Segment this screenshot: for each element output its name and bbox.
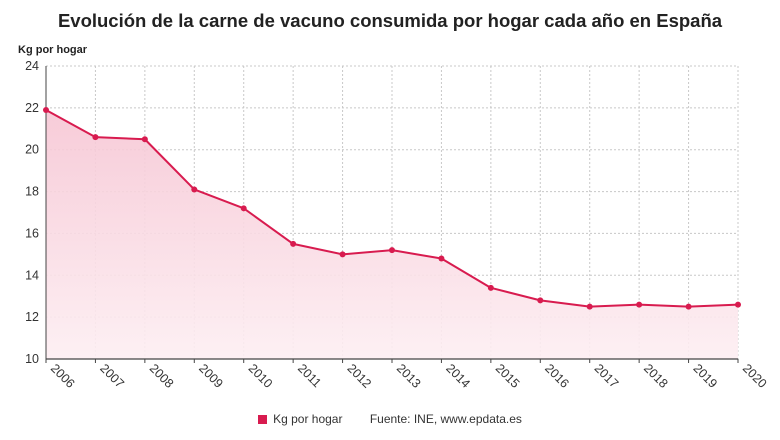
x-tick-label: 2018 (641, 361, 671, 391)
y-tick-labels: 10 12 14 16 18 20 22 24 (25, 59, 39, 366)
x-tick-label: 2014 (443, 361, 473, 391)
x-tick-label: 2020 (740, 361, 770, 391)
data-point (438, 255, 445, 262)
axes (45, 66, 739, 363)
x-tick-label: 2017 (592, 361, 622, 391)
x-tick-label: 2015 (493, 361, 523, 391)
y-tick-label: 20 (25, 143, 39, 157)
legend: Kg por hogar (258, 412, 342, 426)
x-tick-label: 2012 (344, 361, 374, 391)
data-point (290, 240, 297, 247)
y-tick-label: 12 (25, 310, 39, 324)
data-point (487, 284, 494, 291)
legend-swatch (258, 415, 268, 425)
data-point (191, 186, 198, 193)
x-tick-label: 2010 (246, 361, 276, 391)
x-tick-label: 2016 (542, 361, 572, 391)
data-point (685, 303, 692, 310)
data-point (43, 106, 49, 113)
legend-label: Kg por hogar (273, 412, 343, 426)
data-point (586, 303, 593, 310)
x-tick-label: 2006 (48, 361, 78, 391)
data-point (636, 301, 643, 308)
data-points (43, 106, 741, 310)
chart-title: Evolución de la carne de vacuno consumid… (57, 10, 723, 31)
area-fill-group (46, 109, 738, 359)
x-tick-label: 2019 (690, 361, 720, 391)
data-point (339, 251, 346, 258)
data-point (240, 205, 247, 212)
y-tick-label: 18 (25, 185, 39, 199)
x-tick-label: 2011 (295, 361, 324, 390)
y-tick-label: 22 (25, 101, 39, 115)
x-tick-label: 2009 (196, 361, 226, 391)
source-note: Fuente: INE, www.epdata.es (369, 412, 522, 426)
y-tick-label: 16 (25, 226, 39, 240)
x-tick-label: 2007 (97, 361, 127, 391)
area-fill (46, 109, 738, 359)
x-tick-label: 2013 (394, 361, 424, 391)
y-tick-label: 14 (25, 268, 39, 282)
data-point (141, 136, 148, 143)
chart-footer: Kg por hogar Fuente: INE, www.epdata.es (0, 412, 780, 426)
data-point (389, 247, 395, 254)
data-point (92, 134, 99, 141)
data-point (537, 297, 544, 304)
y-tick-label: 24 (25, 59, 39, 73)
y-tick-label: 10 (25, 352, 39, 366)
data-point (735, 301, 741, 308)
x-tick-labels: 2006 2007 2008 2009 2010 2011 2012 2013 2014 2015… (48, 361, 770, 391)
y-axis-label: Kg por hogar (18, 44, 88, 56)
x-tick-label: 2008 (147, 361, 177, 391)
